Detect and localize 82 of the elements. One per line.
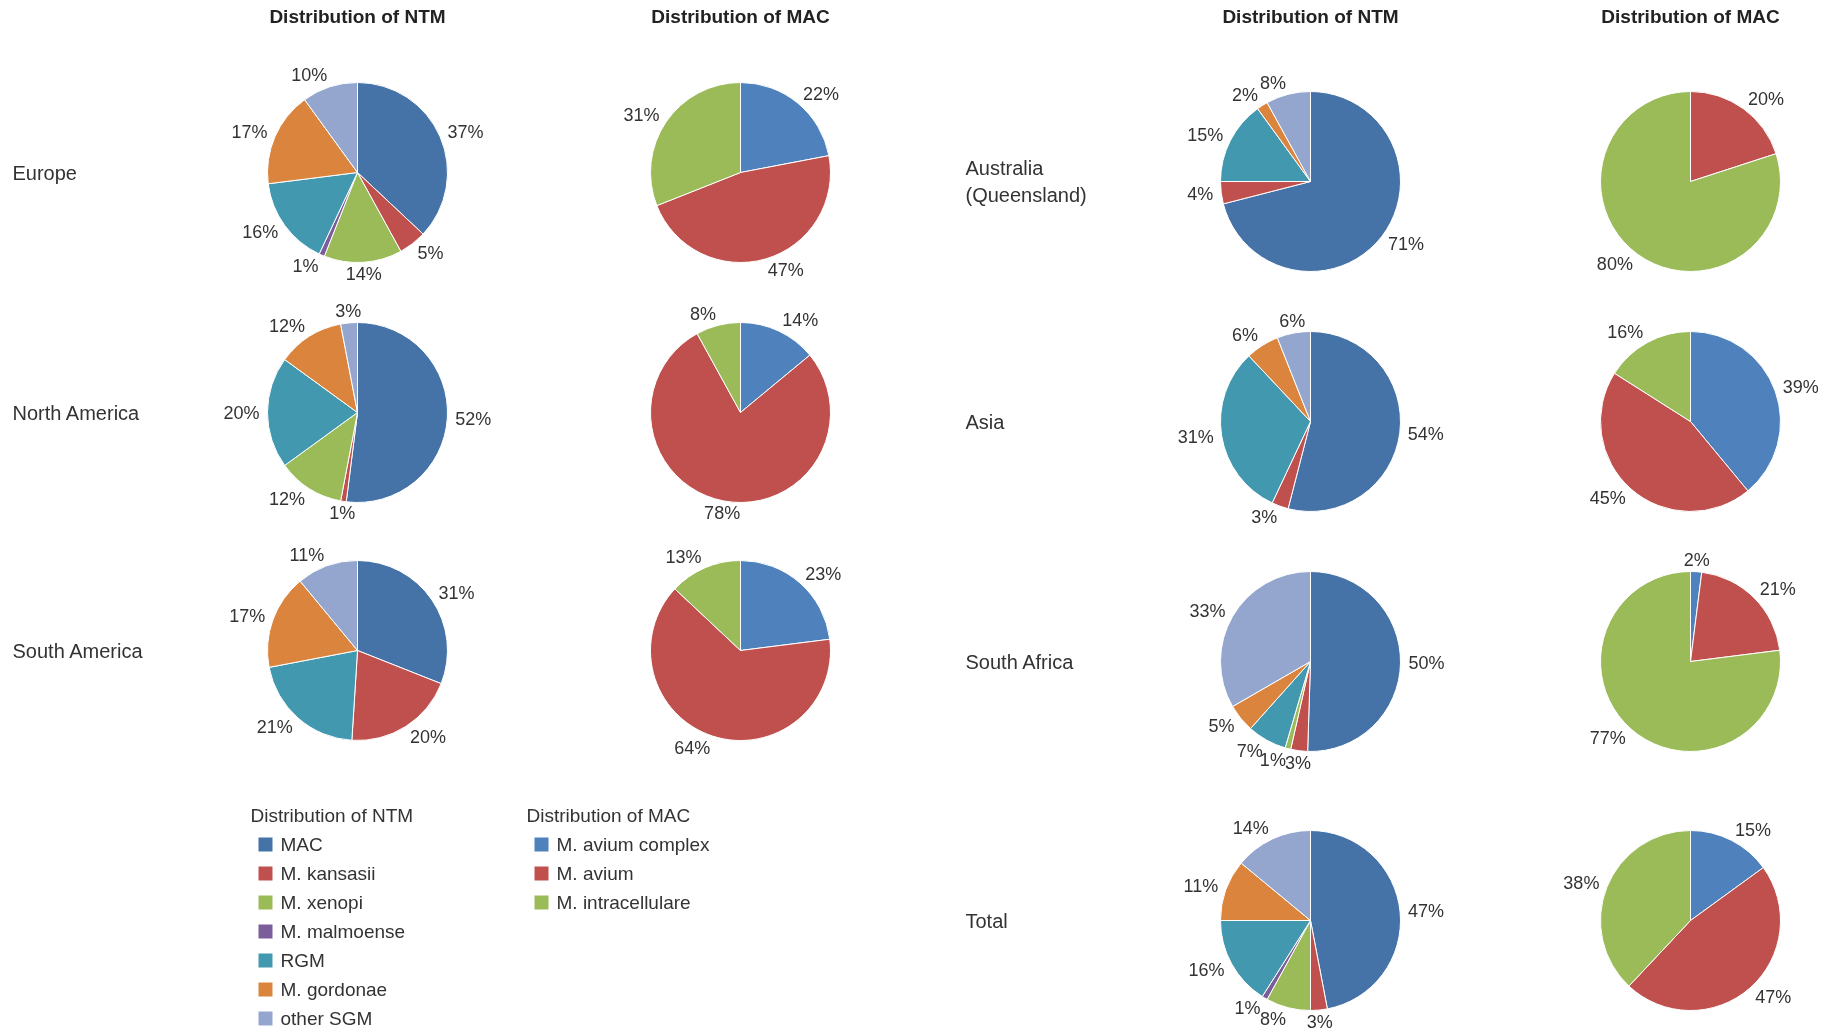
data-label: 6% xyxy=(1231,325,1258,346)
data-label: 77% xyxy=(1589,728,1626,749)
text: Europe xyxy=(12,161,77,184)
legend-label: M. malmoense xyxy=(280,921,406,942)
data-label: 21% xyxy=(1759,579,1796,600)
legend-label: M. gordonae xyxy=(280,979,388,1000)
legend-title: Distribution of NTM xyxy=(250,805,414,826)
legend-label: M. kansasii xyxy=(280,863,376,884)
data-label: 20% xyxy=(1748,88,1785,109)
data-label: 14% xyxy=(782,310,819,331)
data-label: 21% xyxy=(256,717,293,738)
data-label: 47% xyxy=(1755,987,1792,1008)
chart-title: Distribution of MAC xyxy=(1601,6,1780,27)
data-label: 3% xyxy=(1251,507,1278,528)
text: Total xyxy=(965,909,1008,932)
data-label: 47% xyxy=(767,260,804,281)
data-label: 15% xyxy=(1187,125,1224,146)
data-label: 3% xyxy=(1306,1012,1333,1033)
text: North America xyxy=(12,401,141,424)
legend-label: M. xenopi xyxy=(280,892,363,913)
text: Asia xyxy=(965,410,1006,433)
data-label: 20% xyxy=(410,726,447,747)
legend-label: other SGM xyxy=(280,1008,373,1029)
legend-title: Distribution of MAC xyxy=(526,805,691,826)
text: South Africa xyxy=(965,650,1075,673)
data-label: 8% xyxy=(690,303,717,324)
data-label: 5% xyxy=(1208,715,1235,736)
data-label: 38% xyxy=(1563,872,1600,893)
data-label: 13% xyxy=(665,546,702,567)
data-label: 17% xyxy=(231,121,268,142)
data-label: 78% xyxy=(704,502,741,523)
data-label: 2% xyxy=(1683,549,1710,570)
data-label: 16% xyxy=(1607,322,1644,343)
data-label: 5% xyxy=(417,243,444,264)
data-label: 16% xyxy=(1188,959,1225,980)
legend-label: M. avium xyxy=(556,863,634,884)
data-label: 3% xyxy=(1285,752,1312,773)
chart-title: Distribution of NTM xyxy=(1222,6,1399,27)
data-label: 12% xyxy=(268,316,305,337)
data-label: 52% xyxy=(455,408,492,429)
legend-label: M. avium complex xyxy=(556,834,711,855)
text: Australia (Queensland) xyxy=(965,157,1087,206)
data-label: 71% xyxy=(1387,234,1424,255)
chart-title: Distribution of NTM xyxy=(269,6,446,27)
data-label: 1% xyxy=(1234,998,1261,1019)
text: South America xyxy=(12,639,144,662)
data-label: 16% xyxy=(242,222,279,243)
data-label: 80% xyxy=(1596,254,1633,275)
data-label: 54% xyxy=(1407,424,1444,445)
legend-label: M. intracellulare xyxy=(556,892,691,913)
chart-title: Distribution of MAC xyxy=(651,6,830,27)
data-label: 1% xyxy=(292,256,319,277)
data-label: 6% xyxy=(1279,311,1306,332)
data-label: 11% xyxy=(1183,875,1219,896)
data-label: 22% xyxy=(802,83,839,104)
data-label: 10% xyxy=(291,65,328,86)
data-label: 39% xyxy=(1782,376,1819,397)
data-label: 20% xyxy=(223,402,260,423)
data-label: 31% xyxy=(1177,427,1214,448)
data-label: 12% xyxy=(268,488,305,509)
data-label: 45% xyxy=(1589,488,1626,509)
data-label: 14% xyxy=(345,264,382,285)
data-label: 3% xyxy=(335,300,362,321)
data-label: 31% xyxy=(623,105,660,126)
data-label: 8% xyxy=(1260,1009,1287,1030)
data-label: 11% xyxy=(289,544,325,565)
data-label: 14% xyxy=(1232,818,1269,839)
data-label: 8% xyxy=(1260,72,1287,93)
data-label: 4% xyxy=(1187,184,1214,205)
data-label: 1% xyxy=(329,503,356,524)
legend-label: RGM xyxy=(280,950,325,971)
data-label: 33% xyxy=(1189,600,1226,621)
data-label: 23% xyxy=(805,563,842,584)
data-label: 15% xyxy=(1734,819,1772,840)
data-label: 64% xyxy=(674,737,711,758)
data-label: 31% xyxy=(438,583,475,604)
legend-label: MAC xyxy=(280,834,323,855)
data-label: 17% xyxy=(229,605,266,626)
data-label: 50% xyxy=(1408,653,1445,674)
data-label: 2% xyxy=(1231,85,1258,106)
data-label: 37% xyxy=(447,121,484,142)
data-label: 47% xyxy=(1408,900,1445,921)
